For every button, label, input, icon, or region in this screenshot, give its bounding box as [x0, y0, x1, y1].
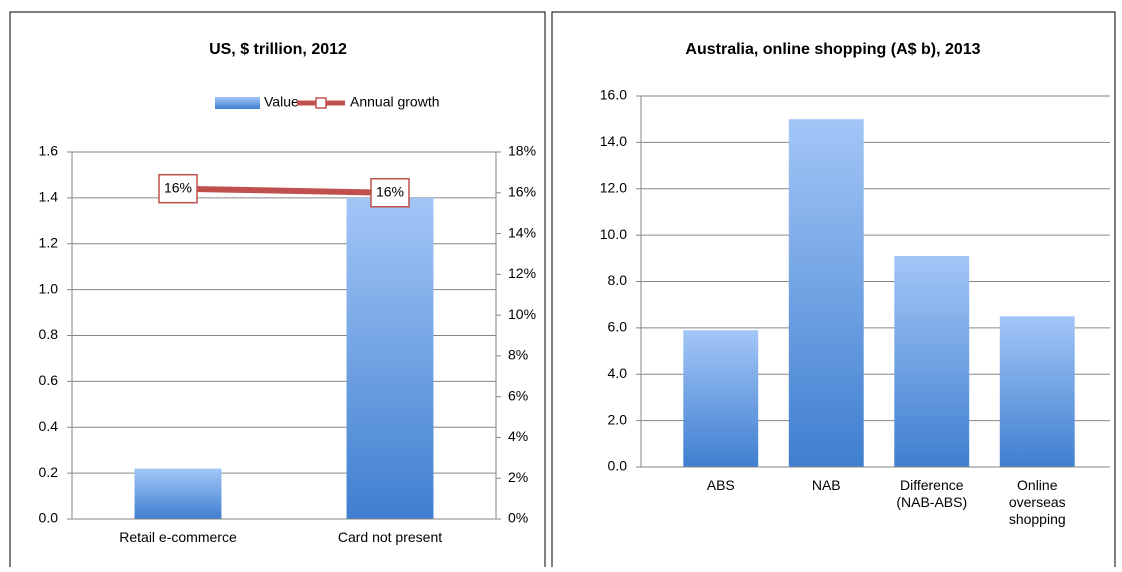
y2-tick-label: 8% — [508, 347, 528, 363]
bar — [894, 255, 970, 467]
legend-label: Value — [264, 94, 299, 110]
bar — [346, 197, 434, 519]
y-tick-label: 1.0 — [39, 280, 59, 296]
x-tick-label-box: Online overseas shopping — [1008, 477, 1066, 527]
bar — [788, 119, 864, 467]
y-tick-label: 8.0 — [608, 272, 628, 288]
chart-title: US, $ trillion, 2012 — [209, 41, 347, 58]
y-tick-label: 0.0 — [39, 510, 59, 526]
y2-tick-label: 16% — [508, 183, 536, 199]
y2-tick-label: 6% — [508, 387, 528, 403]
y-tick-label: 16.0 — [600, 87, 627, 103]
x-tick-label-box: Card not present — [337, 529, 443, 545]
legend-swatch — [215, 97, 260, 109]
y2-tick-label: 12% — [508, 265, 536, 281]
legend-marker — [315, 97, 327, 109]
y-tick-label: 0.6 — [39, 372, 59, 388]
x-tick-label: ABS — [706, 477, 735, 493]
right-panel — [551, 11, 1116, 572]
x-tick-label: Difference (NAB-ABS) — [896, 477, 968, 510]
y-tick-label: 0.0 — [608, 458, 628, 474]
left-panel — [9, 11, 546, 572]
y2-tick-label: 18% — [508, 143, 536, 159]
y-tick-label: 0.4 — [39, 418, 59, 434]
bar — [999, 316, 1075, 467]
y-tick-label: 14.0 — [600, 133, 627, 149]
data-label-box — [370, 178, 410, 208]
x-tick-label-box: Difference (NAB-ABS) — [896, 477, 968, 510]
legend-label: Annual growth — [350, 94, 440, 110]
data-label: 16% — [376, 183, 404, 199]
y2-tick-label: 0% — [508, 510, 528, 526]
x-tick-label-box: Retail e-commerce — [119, 529, 237, 545]
chart-title: Australia, online shopping (A$ b), 2013 — [685, 41, 980, 58]
y-tick-label: 0.8 — [39, 326, 59, 342]
y2-tick-label: 10% — [508, 306, 536, 322]
bar — [134, 468, 222, 519]
y-tick-label: 1.6 — [39, 143, 59, 159]
y-tick-label: 6.0 — [608, 319, 628, 335]
x-tick-label-box: ABS — [706, 477, 735, 493]
y-tick-label: 1.2 — [39, 234, 59, 250]
x-tick-label: NAB — [811, 477, 841, 493]
y-tick-label: 12.0 — [600, 179, 627, 195]
y-tick-label: 4.0 — [608, 365, 628, 381]
y-tick-label: 2.0 — [608, 411, 628, 427]
y2-tick-label: 14% — [508, 224, 536, 240]
bar — [683, 330, 759, 467]
x-tick-label-box: NAB — [811, 477, 841, 493]
data-label-box — [158, 173, 198, 204]
data-label: 16% — [164, 179, 192, 195]
y2-tick-label: 2% — [508, 469, 528, 485]
y-tick-label: 10.0 — [600, 226, 627, 242]
y2-tick-label: 4% — [508, 428, 528, 444]
line-series — [177, 185, 391, 196]
x-tick-label: Retail e-commerce — [119, 529, 237, 545]
y-tick-label: 1.4 — [39, 189, 59, 205]
x-tick-label: Card not present — [337, 529, 443, 545]
x-tick-label: Online overseas shopping — [1008, 477, 1066, 527]
y-tick-label: 0.2 — [39, 464, 59, 480]
